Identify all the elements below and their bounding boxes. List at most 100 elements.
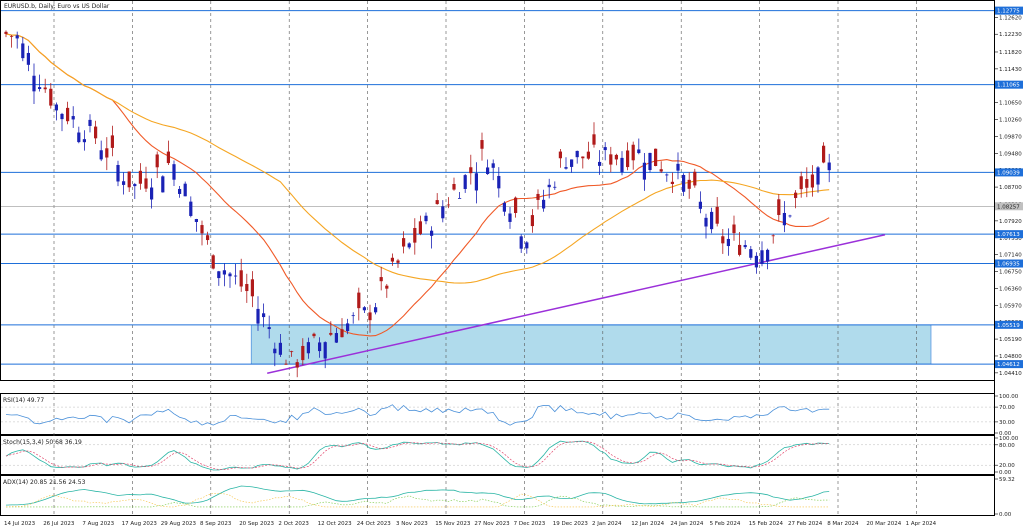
price-tick-label: 1.07920 [999, 219, 1022, 225]
price-tick-label: 1.06750 [999, 270, 1022, 276]
adx-tick-label: 59.32 [999, 477, 1015, 483]
candle-body [525, 242, 529, 249]
stoch-main-line [5, 440, 830, 471]
candle-body [312, 333, 316, 337]
candle-body [144, 178, 148, 189]
candle-body [626, 150, 630, 168]
candle-body [480, 140, 484, 149]
price-tick-label: 1.10260 [999, 118, 1022, 124]
candle-body [262, 313, 266, 318]
candle-body [564, 167, 568, 169]
candle-body [54, 104, 58, 111]
candle-body [474, 173, 478, 191]
candle-body [491, 163, 495, 168]
candle-body [760, 250, 764, 264]
level-price-label: 1.07613 [997, 232, 1020, 238]
candle-body [446, 204, 450, 206]
candle-body [502, 202, 506, 212]
candle-body [77, 132, 81, 143]
candle-body [222, 270, 226, 275]
date-tick-label: 12 Jan 2024 [631, 521, 664, 527]
candle-body [38, 87, 42, 90]
candle-body [609, 154, 613, 165]
date-tick-label: 8 Mar 2024 [827, 521, 859, 527]
candle-body [60, 113, 64, 120]
level-price-tag [995, 80, 1023, 89]
candle-body [642, 162, 646, 180]
candle-body [743, 245, 747, 248]
date-tick-label: 15 Feb 2024 [749, 521, 784, 527]
candle-body [805, 179, 809, 188]
price-tick-label: 1.04800 [999, 354, 1022, 360]
candle-body [771, 235, 775, 237]
adx-minus-di-line [5, 492, 830, 508]
candle-body [637, 149, 641, 154]
candle-body [385, 285, 389, 289]
price-tick-label: 1.09480 [999, 151, 1022, 157]
candle-body [166, 151, 170, 164]
rsi-label: RSI(14) 49.77 [3, 397, 44, 404]
adx-main-line [5, 485, 830, 506]
date-tick-label: 29 Aug 2023 [161, 521, 197, 527]
price-tick-label: 1.08700 [999, 185, 1022, 191]
candle-body [133, 184, 137, 187]
price-tick-label: 1.07140 [999, 253, 1022, 259]
candle-body [4, 31, 8, 34]
candle-body [435, 200, 439, 205]
candle-body [150, 187, 154, 200]
candle-body [407, 243, 411, 248]
date-tick-label: 8 Sep 2023 [200, 521, 232, 527]
rsi-tick-label: 0.00 [999, 431, 1012, 437]
candle-body [766, 249, 770, 262]
candle-body [211, 255, 215, 269]
candle-body [26, 52, 30, 65]
date-tick-label: 19 Dec 2023 [553, 521, 589, 527]
date-tick-label: 27 Feb 2024 [788, 521, 823, 527]
candle-body [110, 135, 114, 148]
candle-body [413, 227, 417, 243]
candle-body [88, 119, 92, 126]
candle-body [676, 163, 680, 171]
candle-body [542, 199, 546, 209]
candle-body [570, 159, 574, 167]
candle-body [32, 75, 36, 92]
candle-body [777, 199, 781, 216]
candle-body [340, 329, 344, 338]
candle-body [788, 215, 792, 217]
price-tick-label: 1.11820 [999, 50, 1022, 56]
candle-body [592, 134, 596, 145]
candle-body [670, 181, 674, 185]
candle-body [648, 152, 652, 170]
adx-label: ADX(14) 20.85 21.56 24.53 [3, 479, 86, 486]
candle-body [362, 307, 366, 311]
candle-body [402, 238, 406, 247]
level-price-label: 1.05519 [997, 323, 1020, 329]
date-tick-label: 7 Aug 2023 [82, 521, 114, 527]
rsi-panel-frame [0, 393, 995, 435]
candle-body [693, 171, 697, 186]
candle-body [665, 174, 669, 176]
candle-body [782, 212, 786, 226]
date-tick-label: 3 Nov 2023 [396, 521, 428, 527]
level-price-label: 1.09039 [997, 170, 1020, 176]
level-price-label: 1.12775 [997, 9, 1020, 15]
adx-panel-frame [0, 475, 995, 516]
price-tick-label: 1.12230 [999, 32, 1022, 38]
level-price-label: 1.06935 [997, 262, 1020, 268]
stoch-signal-line [5, 441, 830, 470]
candle-body [430, 230, 434, 236]
candle-body [49, 88, 53, 106]
candle-body [732, 224, 736, 234]
candle-body [486, 167, 490, 175]
candle-body [290, 351, 294, 353]
candle-body [351, 315, 355, 317]
rsi-line [5, 404, 830, 426]
candle-body [687, 179, 691, 189]
candle-body [424, 215, 428, 222]
candle-body [553, 186, 557, 188]
candle-body [284, 363, 288, 365]
rsi-tick-label: 100.00 [999, 394, 1019, 400]
level-price-tag [995, 230, 1023, 239]
